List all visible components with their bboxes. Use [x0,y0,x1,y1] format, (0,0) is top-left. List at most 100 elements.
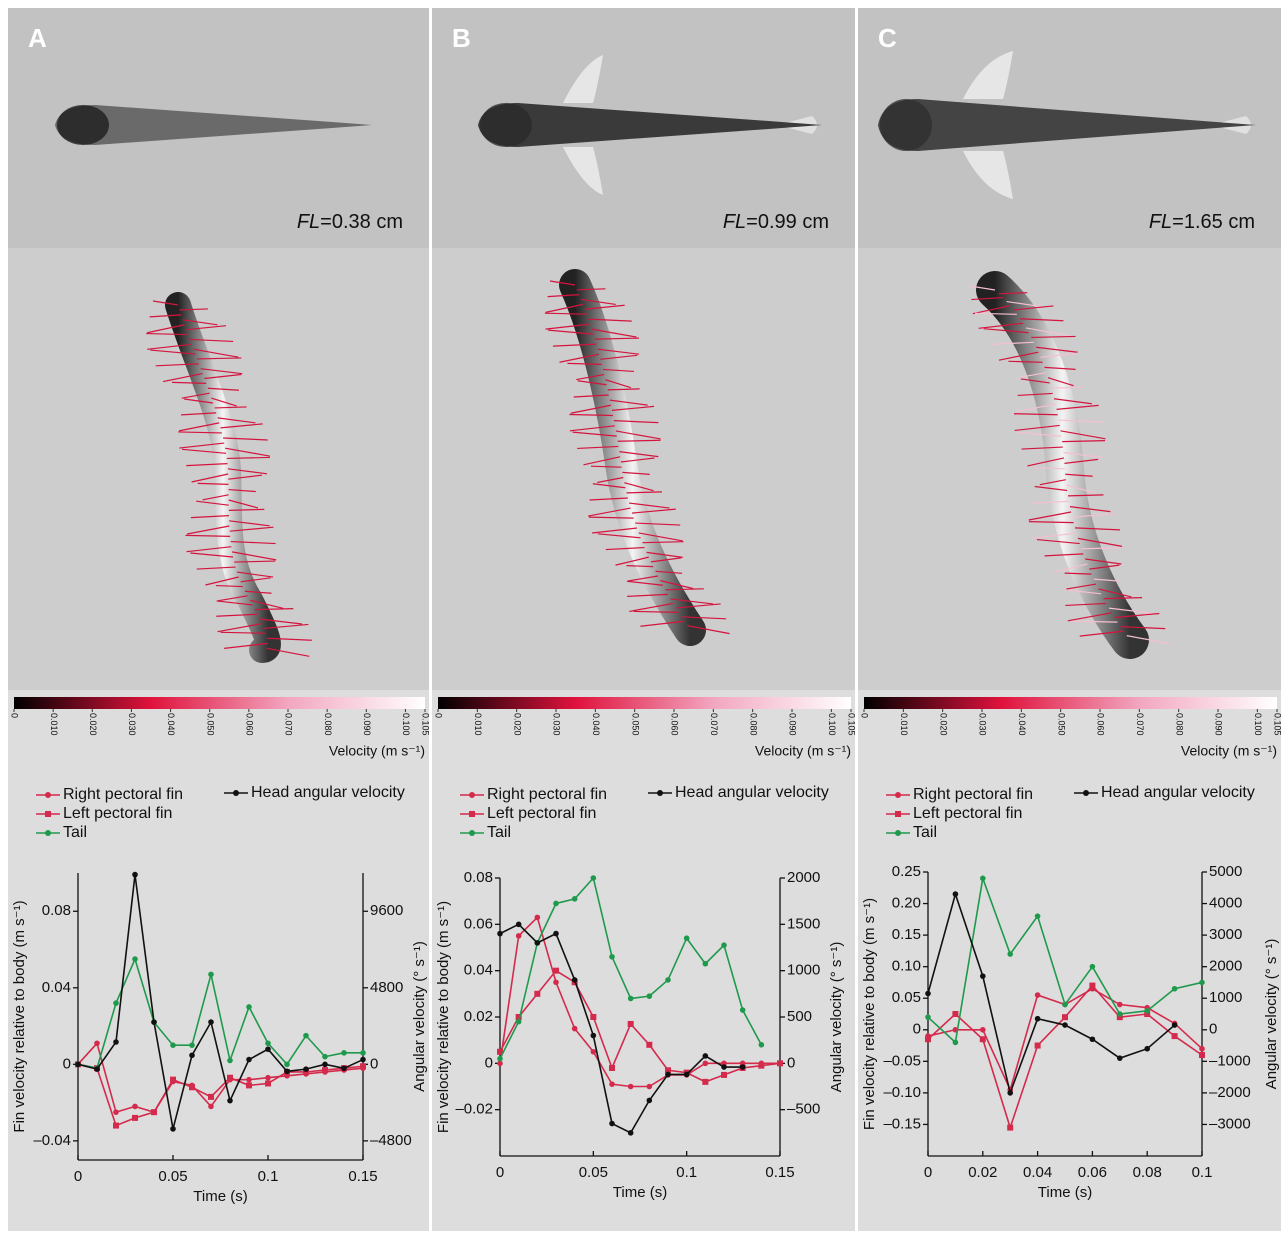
flow-arrow [590,465,622,468]
y2-axis-label: Angular velocity (° s⁻¹) [1263,939,1280,1090]
flow-arrow [1047,377,1074,387]
flow-arrow [617,439,661,442]
x-axis-label: Time (s) [193,1188,247,1205]
data-point [1007,1124,1014,1131]
fish-length-value: =0.99 cm [746,211,829,233]
data-point [1062,1001,1068,1008]
y2-tick-label: 1500 [787,915,820,932]
series-line [499,969,781,1083]
flow-arrow [1044,553,1084,557]
colorbar-tick-label: 0.090 [1214,713,1224,736]
y-axis-label: Fin velocity relative to body (m s⁻¹) [861,898,878,1130]
data-point [980,1026,986,1033]
colorbar-label: Velocity (m s⁻¹) [755,743,851,759]
flow-arrow [1103,597,1143,600]
flow-arrow [205,576,239,586]
flow-arrow [1066,484,1096,494]
y-tick-label: –0.05 [883,1052,921,1069]
x-tick-label: 0 [924,1164,932,1181]
flow-arrow [234,560,276,563]
legend-label: Tail [487,824,511,841]
legend-marker [469,792,475,798]
flow-arrow [228,474,263,480]
flow-arrow [544,312,587,315]
fish-body-image [165,292,281,663]
flow-arrow [1063,451,1103,459]
flow-arrow [577,445,619,450]
data-point [571,1025,578,1032]
flow-arrow [1126,635,1170,645]
data-point [1144,1045,1150,1052]
flow-arrow [197,357,242,360]
colorbar-tick-label: 0.060 [670,713,680,736]
data-point [1062,1022,1068,1028]
data-point [1034,1015,1041,1022]
flow-arrow [225,447,271,457]
data-point [571,896,578,902]
flow-arrow [588,318,632,322]
data-point [534,990,541,997]
flow-arrow [182,319,218,326]
data-point [246,1056,252,1063]
data-point [265,1040,271,1047]
colorbar-tick-label: 0 [860,713,870,718]
flow-arrow [263,623,309,630]
flow-arrow [592,483,626,489]
colorbar-tick-label: 0.010 [899,713,909,736]
flow-arrow [1093,578,1121,582]
flow-arrow [1068,494,1104,497]
flow-arrow [1044,366,1076,371]
legend-label: Right pectoral fin [913,786,1033,803]
data-point [609,1081,615,1087]
colorbar-tick-label: 0.060 [244,713,254,736]
flow-arrow [545,303,584,313]
legend-label: Left pectoral fin [487,805,596,822]
fish-body-image [559,269,706,646]
data-point [515,1014,522,1020]
flow-arrow [1108,607,1152,614]
flow-arrow [969,285,996,291]
data-point [739,1007,746,1013]
data-point [590,1032,597,1039]
x-tick-label: 0.05 [158,1168,187,1185]
legend-marker [657,790,663,796]
data-point [303,1066,309,1072]
flow-arrow [581,298,616,306]
legend-label: Head angular velocity [1101,784,1255,801]
colorbar-tick-label: 0.040 [1017,713,1027,736]
flow-arrow [191,473,229,483]
data-point [303,1068,309,1075]
flow-arrow [609,399,648,406]
legend-label: Head angular velocity [251,784,405,801]
data-point [1117,1011,1123,1017]
flow-arrow [1120,626,1166,630]
flow-arrow [629,602,674,613]
flow-arrow [1018,371,1047,379]
colorbar-tick-label: 0.030 [552,713,562,736]
flow-arrow [181,412,217,416]
y-tick-label: 0.15 [892,926,921,943]
flow-arrow [193,348,239,358]
y-tick-label: 0.05 [892,989,921,1006]
flow-arrow [1028,521,1074,524]
flow-arrow [635,522,681,526]
data-point [1007,1090,1013,1096]
series-line [77,1041,364,1114]
data-point [1117,1055,1123,1061]
data-point [534,940,541,946]
flow-arrow [1017,431,1062,437]
flow-arrow [569,425,615,432]
data-point [925,1036,931,1043]
fish-body [878,99,1256,151]
y-tick-label: 0 [63,1055,71,1072]
flow-arrow [217,595,248,602]
flow-arrow [611,405,655,411]
flow-arrow [189,338,234,343]
data-point [1117,1001,1123,1008]
flow-arrow [602,368,634,373]
data-point [208,1019,214,1025]
x-tick-label: 0.06 [1078,1164,1107,1181]
flow-arrow [1060,430,1106,440]
flow-arrow [1053,398,1092,405]
data-point [132,871,138,878]
